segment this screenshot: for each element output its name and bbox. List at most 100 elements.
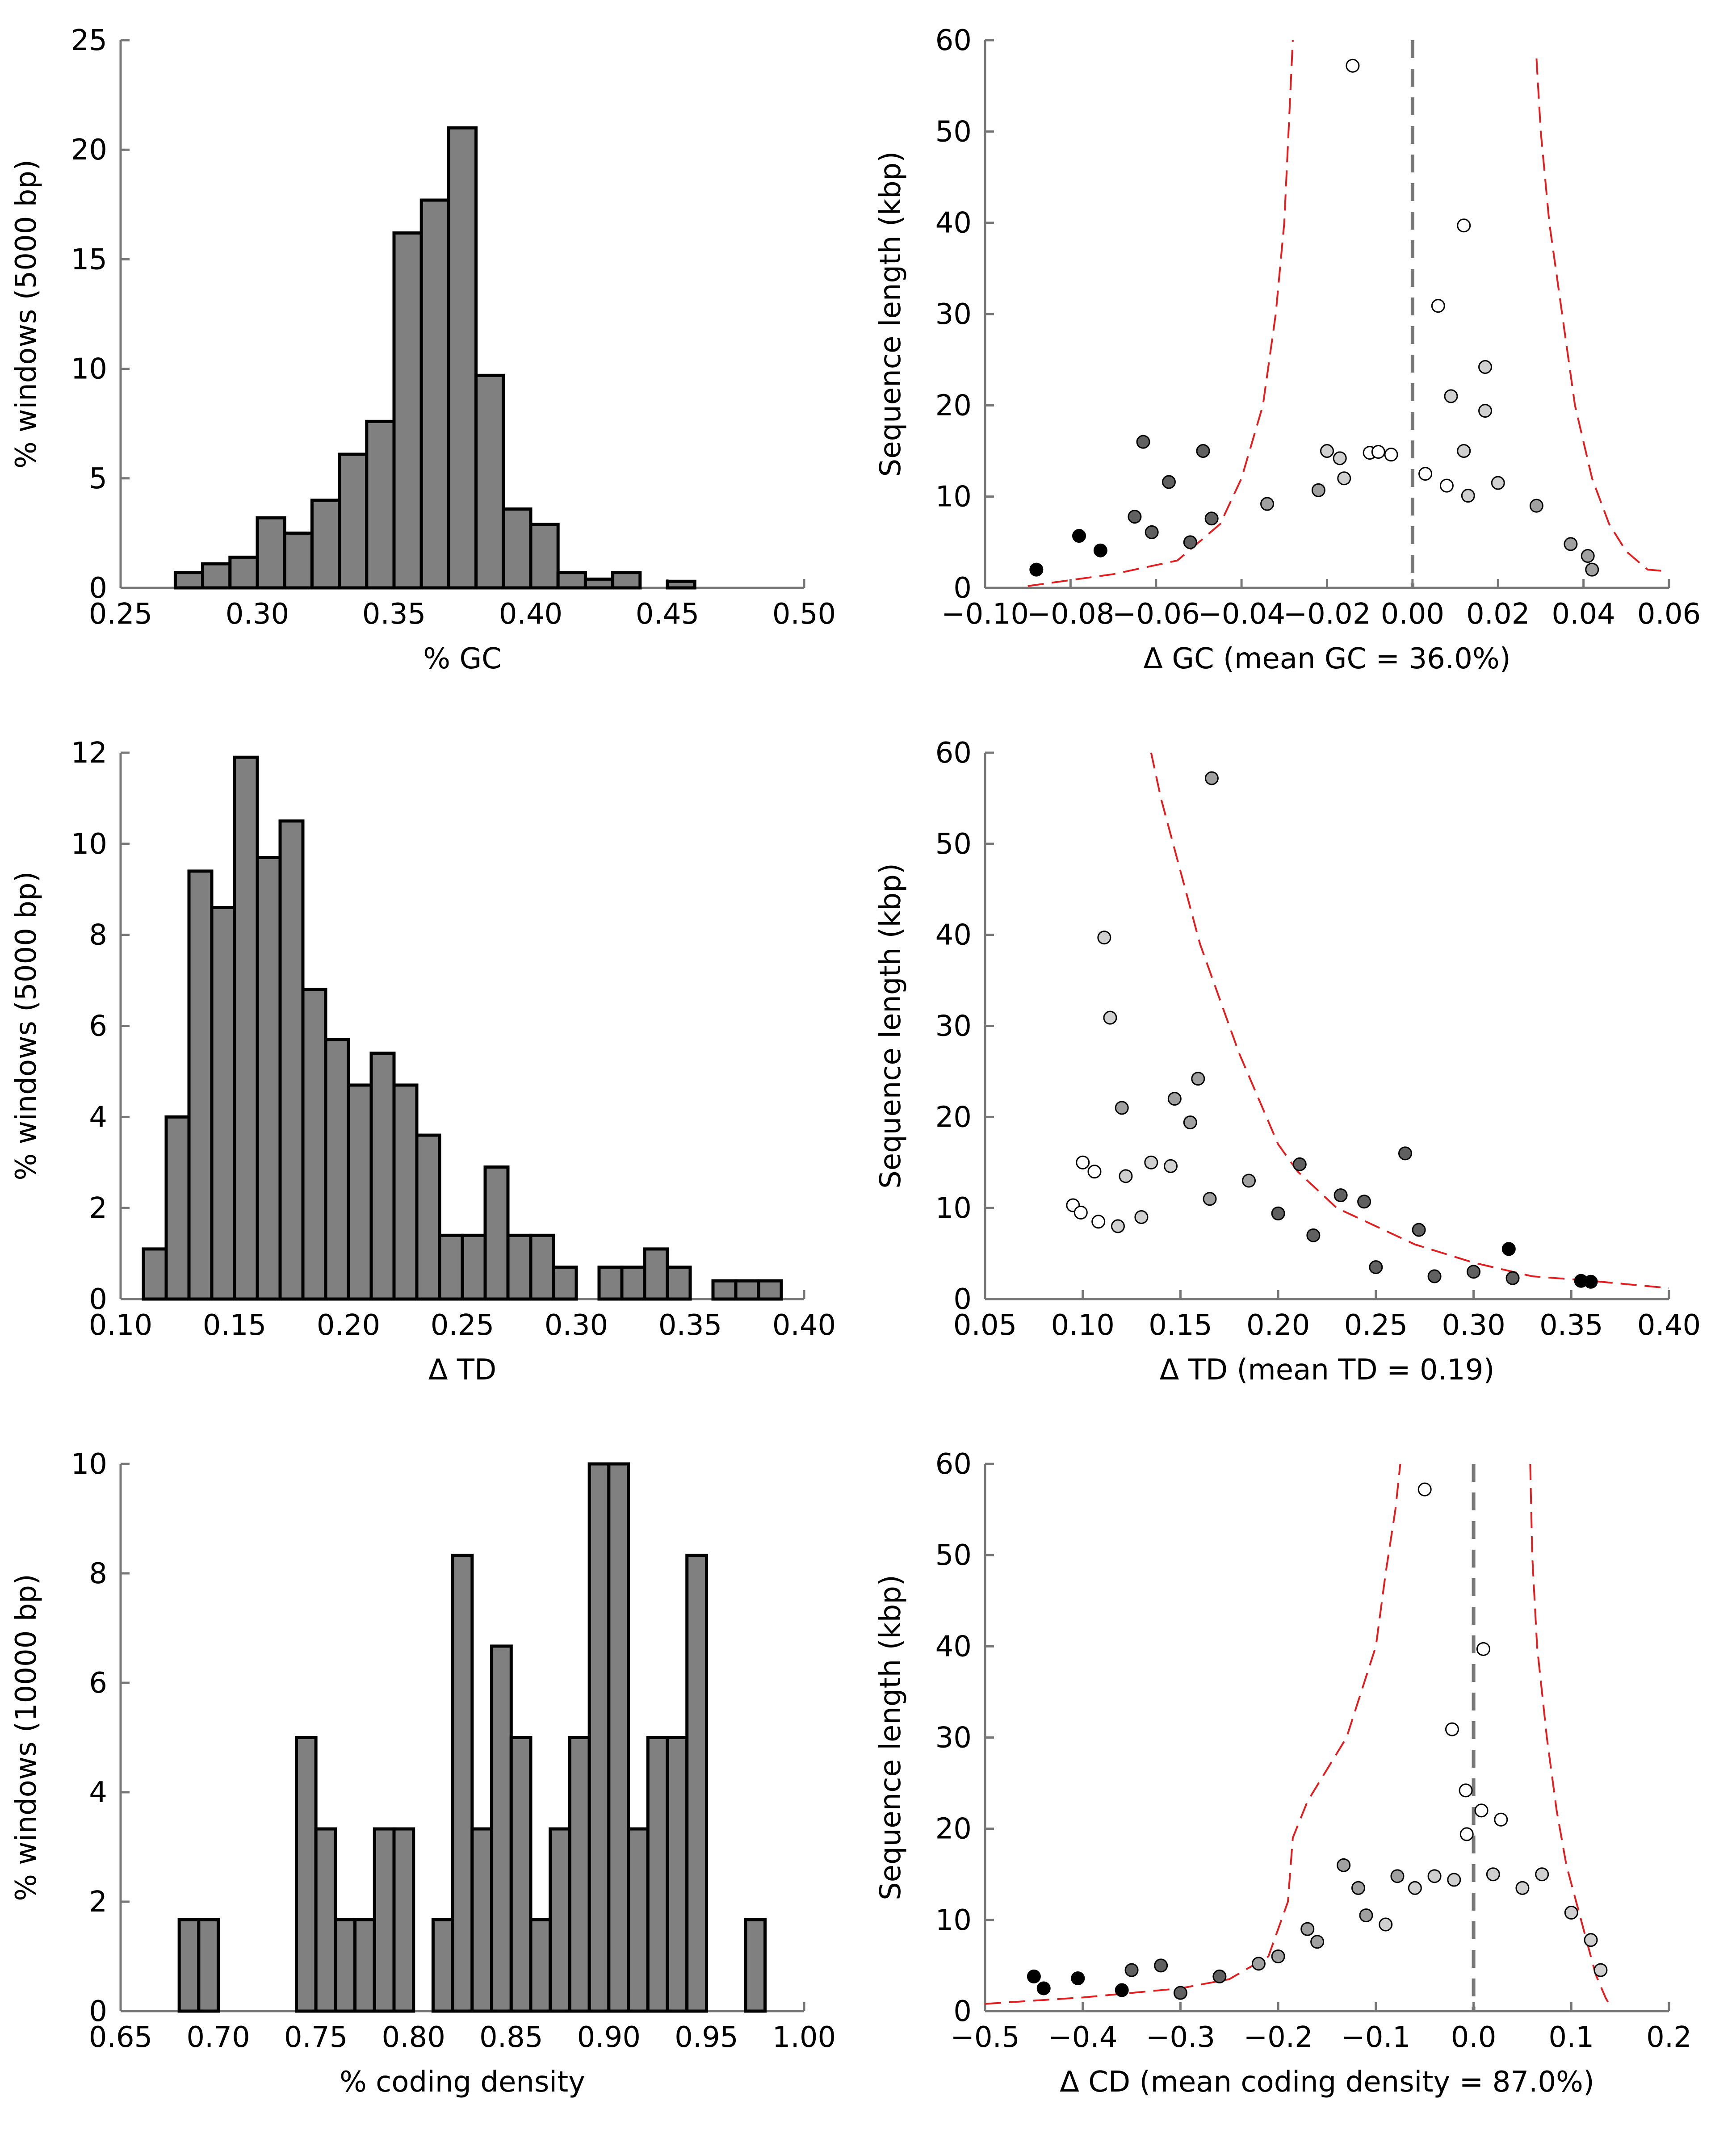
td-histogram-x-label: Δ TD (428, 1354, 497, 1387)
td-histogram-bar (210, 906, 236, 1301)
td-histogram-y-tick-label: 10 (71, 828, 107, 861)
cd-histogram-bar (314, 1827, 337, 2013)
gc-histogram-bar (283, 531, 314, 590)
gc-scatter-point (1162, 475, 1176, 489)
gc-scatter-x-tick-label: 0.06 (1637, 598, 1701, 631)
cd-scatter-x-tick-label: −0.2 (1243, 2021, 1312, 2054)
td-scatter-point (1144, 1155, 1158, 1170)
cd-histogram-bar (294, 1736, 318, 2013)
cd-scatter-point (1071, 1971, 1085, 1985)
cd-histogram-bar (392, 1827, 415, 2013)
gc-scatter-point (1333, 451, 1347, 465)
cd-scatter-x-tick-label: −0.5 (950, 2021, 1019, 2054)
cd-histogram-y-tick-label: 4 (89, 1776, 107, 1809)
td-scatter-point (1333, 1188, 1348, 1203)
cd-scatter-point (1124, 1963, 1139, 1977)
cd-histogram-x-tick-label: 0.70 (186, 2021, 250, 2054)
cd-scatter-y-tick-label: 40 (935, 1630, 972, 1663)
gc-histogram-bar (502, 507, 533, 590)
td-scatter-point (1242, 1174, 1256, 1188)
td-scatter-point (1292, 1157, 1307, 1171)
cd-scatter-point (1408, 1881, 1422, 1895)
td-scatter-point (1412, 1223, 1426, 1237)
gc-scatter-x-tick-label: 0.02 (1466, 598, 1530, 631)
gc-scatter-y-label: Sequence length (kbp) (874, 151, 907, 477)
td-scatter-point (1134, 1210, 1149, 1224)
td-scatter-x-tick-label: 0.20 (1246, 1309, 1310, 1342)
gc-scatter-x-tick-label: 0.00 (1381, 598, 1445, 631)
td-histogram-x-tick-label: 0.10 (89, 1309, 153, 1342)
td-scatter-y-label: Sequence length (kbp) (874, 863, 907, 1189)
gc-histogram-bar (228, 555, 259, 590)
td-histogram-x-tick-label: 0.40 (772, 1309, 836, 1342)
td-histogram-y-tick-label: 8 (89, 919, 107, 952)
gc-histogram-bar (310, 499, 341, 590)
gc-histogram-bar (173, 571, 205, 590)
td-histogram-bar (757, 1279, 783, 1301)
td-histogram-bar (711, 1279, 738, 1301)
gc-scatter-point (1457, 218, 1471, 233)
td-scatter-point (1111, 1219, 1125, 1233)
cd-scatter-y-label: Sequence length (kbp) (874, 1575, 907, 1900)
gc-scatter-point (1145, 525, 1159, 539)
cd-scatter-point (1212, 1969, 1227, 1983)
gc-histogram-x-label: % GC (423, 642, 501, 675)
gc-scatter-point (1260, 497, 1275, 511)
cd-scatter-point (1300, 1922, 1315, 1936)
gc-scatter-point (1136, 435, 1150, 449)
cd-scatter-x-tick-label: −0.1 (1341, 2021, 1410, 2054)
td-histogram-y-tick-label: 4 (89, 1101, 107, 1134)
cd-scatter-cutoff-curve (985, 1463, 1401, 2005)
cd-scatter-y-tick-label: 60 (935, 1448, 972, 1481)
cd-scatter-point (1447, 1873, 1461, 1887)
gc-scatter-point (1444, 389, 1458, 403)
gc-scatter-x-tick-label: 0.04 (1551, 598, 1615, 631)
td-histogram-bar (506, 1233, 533, 1301)
gc-histogram-bar (474, 373, 505, 590)
td-scatter-point (1204, 771, 1219, 785)
cd-histogram-bar (334, 1918, 357, 2013)
gc-scatter-point (1478, 360, 1493, 374)
gc-scatter-point (1093, 543, 1107, 558)
cd-histogram-bar (646, 1736, 669, 2013)
cd-histogram-bar (744, 1918, 767, 2013)
gc-scatter-point (1183, 535, 1197, 549)
td-histogram-bar (552, 1266, 578, 1301)
td-scatter-point (1271, 1206, 1285, 1220)
cd-scatter-panel: Δ CD (mean coding density = 87.0%) Seque… (874, 1448, 1692, 2099)
cd-scatter-x-tick-label: 0.0 (1451, 2021, 1497, 2054)
td-scatter-point (1103, 1010, 1117, 1025)
cd-scatter-point (1390, 1869, 1405, 1883)
td-scatter-point (1427, 1269, 1442, 1283)
cd-histogram-y-tick-label: 2 (89, 1886, 107, 1919)
td-scatter-point (1073, 1205, 1088, 1220)
td-histogram-bar (256, 855, 282, 1301)
gc-scatter-point (1204, 511, 1219, 526)
cd-histogram-bar (568, 1736, 591, 2013)
td-scatter-point (1203, 1192, 1217, 1206)
cd-scatter-y-tick-label: 20 (935, 1813, 972, 1846)
gc-scatter-point (1196, 444, 1210, 458)
gc-scatter-point (1128, 510, 1142, 524)
gc-scatter-cutoff-curve (1535, 58, 1669, 573)
gc-scatter-x-tick-label: −0.08 (1027, 598, 1114, 631)
td-histogram-bar (666, 1266, 692, 1301)
td-scatter-point (1357, 1195, 1371, 1209)
cd-scatter-point (1173, 1986, 1187, 2000)
cd-scatter-y-tick-label: 30 (935, 1722, 972, 1755)
gc-histogram-y-tick-label: 25 (71, 24, 107, 57)
gc-histogram-bar (583, 577, 615, 590)
td-histogram-panel: Δ TD % windows (5000 bp) 0.10 0.15 0.20 0.2… (10, 737, 836, 1387)
cd-scatter-point (1474, 1803, 1489, 1818)
cd-scatter-point (1271, 1949, 1285, 1963)
td-histogram-bar (347, 1083, 373, 1301)
cd-histogram-bar (197, 1918, 220, 2013)
gc-histogram-x-tick-label: 0.35 (362, 598, 426, 631)
td-histogram-bar (392, 1083, 419, 1301)
td-scatter-point (1087, 1165, 1102, 1179)
td-scatter-point (1505, 1271, 1520, 1285)
td-histogram-bar (142, 1247, 168, 1301)
td-histogram-bar (415, 1133, 441, 1301)
gc-histogram-bar (447, 126, 478, 590)
cd-scatter-x-tick-label: 0.2 (1646, 2021, 1692, 2054)
